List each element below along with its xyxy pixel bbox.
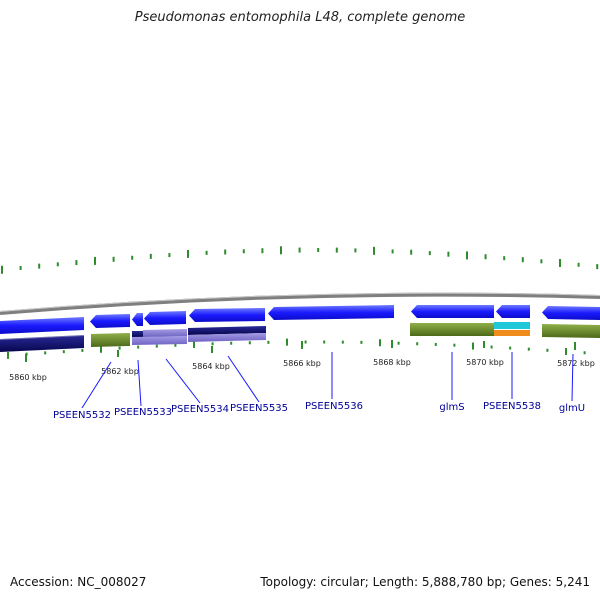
feature-bar[interactable] <box>188 326 266 335</box>
gene-label[interactable]: PSEEN5535 <box>230 403 288 414</box>
axis-label: 5860 kbp <box>9 373 47 382</box>
axis-label: 5866 kbp <box>283 359 321 368</box>
accession-label: Accession: NC_008027 <box>10 575 147 589</box>
feature-bar[interactable] <box>143 329 187 337</box>
feature-bar[interactable] <box>0 335 84 352</box>
gene-label[interactable]: glmS <box>439 402 464 413</box>
feature-bar[interactable] <box>188 333 266 342</box>
gene-arrow[interactable] <box>542 306 600 320</box>
feature-track <box>0 322 600 352</box>
gene-labels: PSEEN5532 PSEEN5533 PSEEN5534 PSEEN5535 … <box>53 401 585 421</box>
feature-bar[interactable] <box>494 330 530 336</box>
coordinate-labels: 5860 kbp 5862 kbp 5864 kbp 5866 kbp 5868… <box>9 358 595 382</box>
gene-arrow[interactable] <box>496 305 530 318</box>
gene-arrow[interactable] <box>189 308 265 322</box>
forward-strand-track <box>0 305 600 334</box>
gene-arrow[interactable] <box>144 311 186 325</box>
gene-arrow[interactable] <box>411 305 494 318</box>
genome-backbone <box>0 292 600 315</box>
feature-bar[interactable] <box>542 324 600 338</box>
gc-content-track <box>1 246 599 359</box>
genome-stats: Topology: circular; Length: 5,888,780 bp… <box>260 575 590 589</box>
feature-bar[interactable] <box>410 323 494 336</box>
gene-label[interactable]: PSEEN5534 <box>171 404 229 415</box>
gene-label[interactable]: PSEEN5538 <box>483 401 541 412</box>
axis-label: 5862 kbp <box>101 367 139 376</box>
gene-label[interactable]: PSEEN5536 <box>305 401 363 412</box>
gene-arrow[interactable] <box>0 317 84 334</box>
gene-label-leaders <box>81 352 574 409</box>
coordinate-ticks <box>25 340 576 362</box>
gene-label[interactable]: PSEEN5533 <box>114 407 172 418</box>
gene-label[interactable]: PSEEN5532 <box>53 410 111 421</box>
map-title: Pseudomonas entomophila L48, complete ge… <box>134 10 466 25</box>
axis-label: 5870 kbp <box>466 358 504 367</box>
gene-arrow[interactable] <box>90 314 130 328</box>
feature-bar[interactable] <box>91 333 130 347</box>
feature-bar[interactable] <box>132 336 187 345</box>
gene-arrow[interactable] <box>132 313 143 326</box>
feature-bar[interactable] <box>494 322 530 329</box>
axis-label: 5868 kbp <box>373 358 411 367</box>
axis-label: 5864 kbp <box>192 362 230 371</box>
axis-label: 5872 kbp <box>557 359 595 368</box>
gene-arrow[interactable] <box>268 305 394 320</box>
gene-label[interactable]: glmU <box>559 403 585 414</box>
feature-bar[interactable] <box>132 331 143 337</box>
